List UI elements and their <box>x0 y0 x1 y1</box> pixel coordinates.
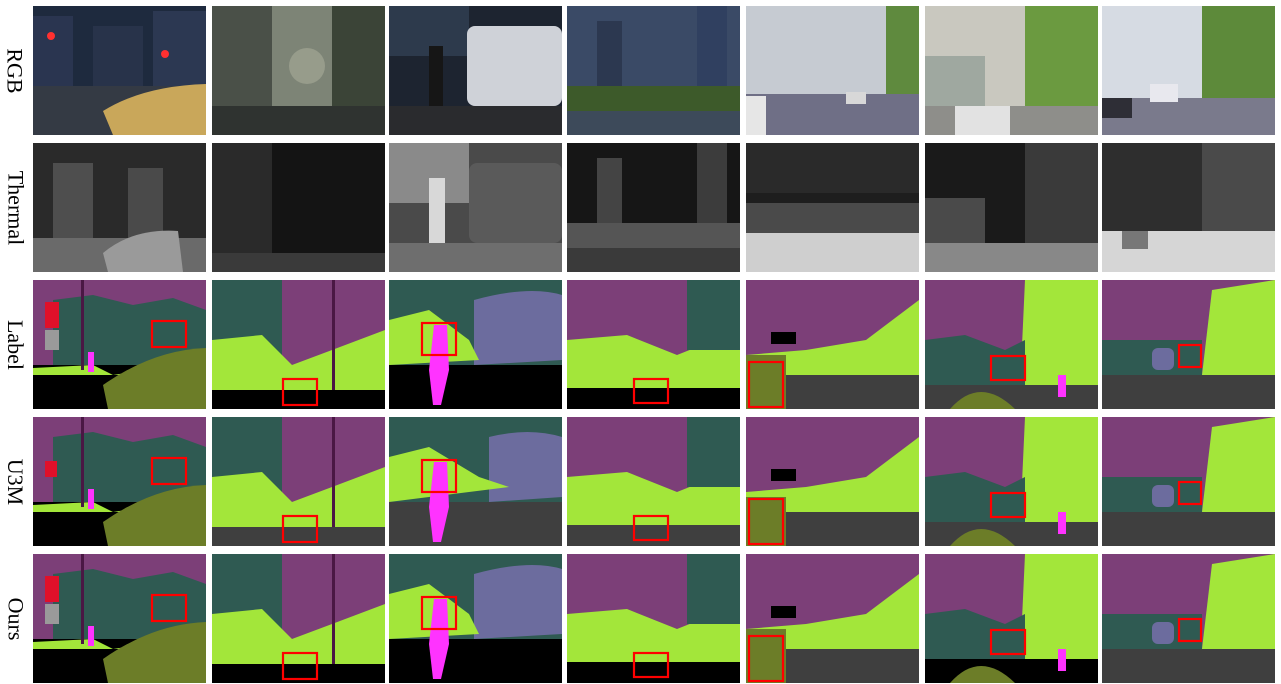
u3m-map-2 <box>212 417 385 546</box>
rgb-image-1 <box>33 6 206 135</box>
rgb-image-5 <box>746 6 919 135</box>
row-label-rgb: RGB <box>3 47 28 94</box>
label-map-2 <box>212 280 385 409</box>
thermal-image-5 <box>746 143 919 272</box>
u3m-map-1 <box>33 417 206 546</box>
label-map-4 <box>567 280 740 409</box>
u3m-map-7 <box>1102 417 1275 546</box>
rgb-image-4 <box>567 6 740 135</box>
u3m-map-5 <box>746 417 919 546</box>
row-label-thermal: Thermal <box>3 170 28 245</box>
rgb-image-6 <box>925 6 1098 135</box>
thermal-image-4 <box>567 143 740 272</box>
u3m-map-6 <box>925 417 1098 546</box>
thermal-image-1 <box>33 143 206 272</box>
ours-map-1 <box>33 554 206 683</box>
rgb-image-3 <box>389 6 562 135</box>
label-map-7 <box>1102 280 1275 409</box>
thermal-image-2 <box>212 143 385 272</box>
label-map-6 <box>925 280 1098 409</box>
u3m-map-4 <box>567 417 740 546</box>
thermal-image-3 <box>389 143 562 272</box>
rgb-image-7 <box>1102 6 1275 135</box>
thermal-image-6 <box>925 143 1098 272</box>
rgb-image-2 <box>212 6 385 135</box>
ours-map-5 <box>746 554 919 683</box>
ours-map-3 <box>389 554 562 683</box>
row-label-ours: Ours <box>3 597 28 640</box>
thermal-image-7 <box>1102 143 1275 272</box>
row-label-u3m: U3M <box>3 458 29 505</box>
label-map-5 <box>746 280 919 409</box>
ours-map-4 <box>567 554 740 683</box>
row-label-label: Label <box>3 319 28 370</box>
label-map-3 <box>389 280 562 409</box>
u3m-map-3 <box>389 417 562 546</box>
ours-map-7 <box>1102 554 1275 683</box>
ours-map-2 <box>212 554 385 683</box>
ours-map-6 <box>925 554 1098 683</box>
label-map-1 <box>33 280 206 409</box>
